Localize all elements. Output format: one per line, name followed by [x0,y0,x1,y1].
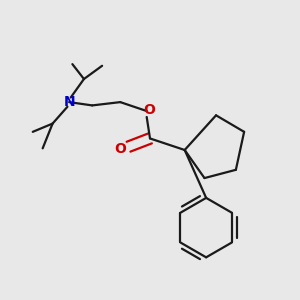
Text: N: N [63,95,75,109]
Text: O: O [114,142,126,156]
Text: O: O [143,103,155,117]
